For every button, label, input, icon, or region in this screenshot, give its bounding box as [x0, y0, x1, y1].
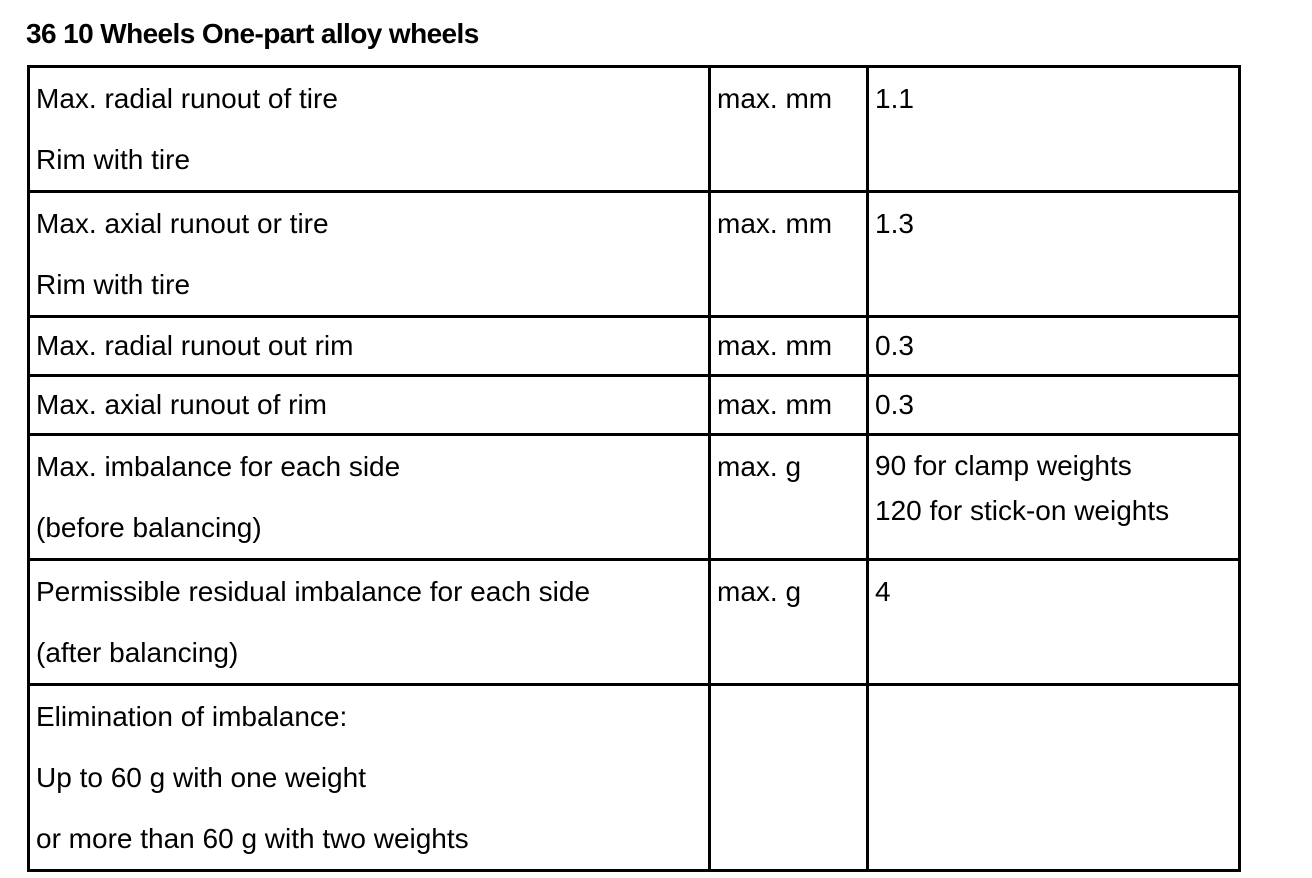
value-line: 90 for clamp weights	[875, 450, 1132, 481]
description-cell: Max. radial runout out rim	[27, 315, 711, 377]
description-line: Max. axial runout or tire	[36, 208, 329, 239]
value-line: 4	[875, 576, 891, 607]
table-row: Elimination of imbalance: Up to 60 g with…	[27, 683, 1241, 872]
table-row: Max. radial runout out rim max. mm 0.3	[27, 315, 1241, 377]
description-line: Permissible residual imbalance for each …	[36, 576, 591, 607]
description-line: Elimination of imbalance:	[36, 701, 348, 732]
description-cell: Max. axial runout or tire Rim with tire	[27, 190, 711, 318]
value-cell: 90 for clamp weights 120 for stick-on wei…	[866, 433, 1241, 561]
description-line: Rim with tire	[36, 144, 191, 175]
description-cell: Max. axial runout of rim	[27, 374, 711, 436]
description-cell: Max. radial runout of tire Rim with tire	[27, 65, 711, 193]
unit-cell	[708, 683, 869, 872]
value-cell: 1.1	[866, 65, 1241, 193]
description-cell: Permissible residual imbalance for each …	[27, 558, 711, 686]
value-cell: 1.3	[866, 190, 1241, 318]
value-line: 120 for stick-on weights	[875, 495, 1170, 526]
unit-cell: max. mm	[708, 190, 869, 318]
description-line: Rim with tire	[36, 269, 191, 300]
unit-cell: max. g	[708, 558, 869, 686]
description-line: (before balancing)	[36, 512, 262, 543]
page-title: 36 10 Wheels One-part alloy wheels	[26, 18, 479, 49]
table-row: Max. axial runout or tire Rim with tire m…	[27, 190, 1241, 318]
description-cell: Max. imbalance for each side (before bala…	[27, 433, 711, 561]
value-line: 1.1	[875, 83, 914, 114]
unit-cell: max. mm	[708, 374, 869, 436]
table-row: Max. radial runout of tire Rim with tire …	[27, 65, 1241, 193]
value-cell: 4	[866, 558, 1241, 686]
table-row: Permissible residual imbalance for each …	[27, 558, 1241, 686]
table-row: Max. imbalance for each side (before bala…	[27, 433, 1241, 561]
value-cell: 0.3	[866, 374, 1241, 436]
table-row: Max. axial runout of rim max. mm 0.3	[27, 374, 1241, 436]
description-line: or more than 60 g with two weights	[36, 823, 469, 854]
specification-table: Max. radial runout of tire Rim with tire …	[27, 65, 1241, 872]
unit-cell: max. mm	[708, 65, 869, 193]
description-line: Up to 60 g with one weight	[36, 762, 366, 793]
value-cell	[866, 683, 1241, 872]
unit-cell: max. g	[708, 433, 869, 561]
value-line: 1.3	[875, 208, 914, 239]
description-line: Max. radial runout of tire	[36, 83, 338, 114]
unit-cell: max. mm	[708, 315, 869, 377]
description-line: (after balancing)	[36, 637, 239, 668]
description-line: Max. imbalance for each side	[36, 451, 401, 482]
value-cell: 0.3	[866, 315, 1241, 377]
description-cell: Elimination of imbalance: Up to 60 g with…	[27, 683, 711, 872]
